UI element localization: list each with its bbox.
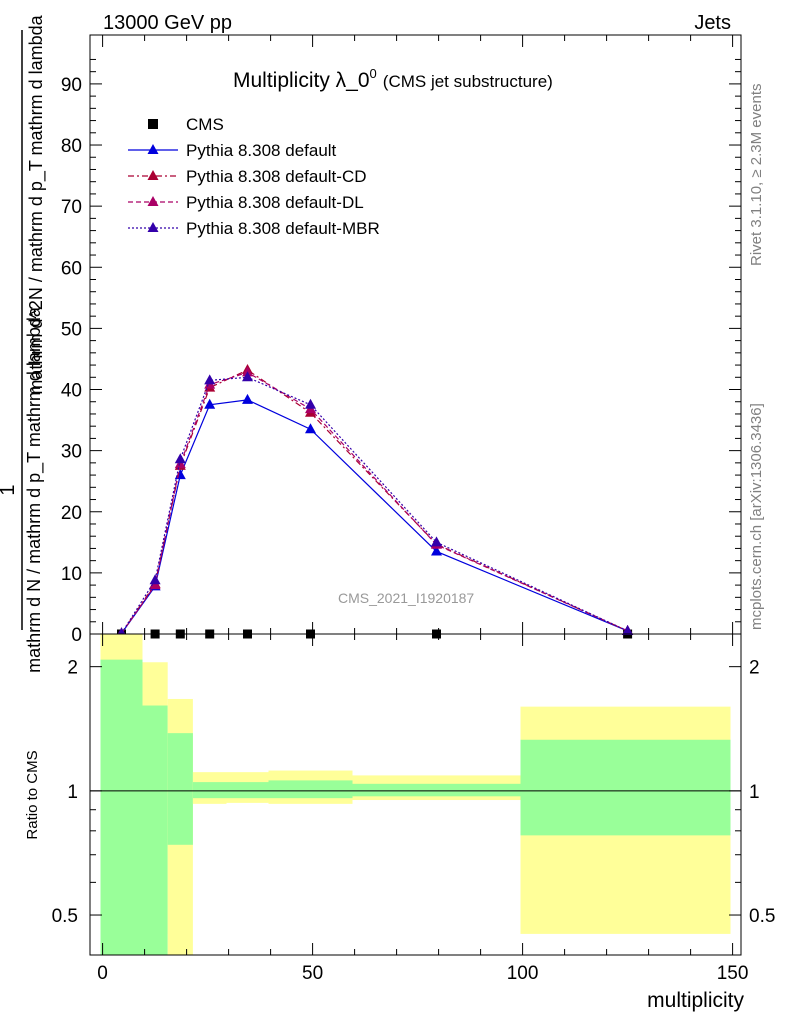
y-label-inner-numerator: mathrm d^2N / mathrm d p_T mathrm d lamb… <box>26 14 47 394</box>
legend-label: Pythia 8.308 default-CD <box>186 167 367 186</box>
ratio-band-inner <box>142 705 168 955</box>
legend-label: Pythia 8.308 default-DL <box>186 193 364 212</box>
ratio-band-inner <box>192 782 227 799</box>
rivet-version-label: Rivet 3.1.10, ≥ 2.3M events <box>748 84 765 267</box>
process-label: Jets <box>694 12 731 34</box>
x-tick-label: 100 <box>507 963 539 984</box>
legend-item-default-dl: Pythia 8.308 default-DL <box>128 193 364 212</box>
legend-label: Pythia 8.308 default-MBR <box>186 219 380 238</box>
default-data-point <box>174 469 186 480</box>
main-y-tick-labels: 0 10 20 30 40 50 60 70 80 90 <box>61 75 82 646</box>
legend-item-default-mbr: Pythia 8.308 default-MBR <box>128 219 380 238</box>
ratio-band-inner <box>520 739 731 836</box>
ratio-y-tick-label-left: 0.5 <box>52 906 78 927</box>
ratio-frame <box>89 633 742 956</box>
analysis-watermark: CMS_2021_I1920187 <box>338 590 474 606</box>
legend-marker <box>148 119 158 129</box>
chart-subtitle: (CMS jet substructure) <box>383 72 553 91</box>
ratio-axis-ticks <box>90 634 741 955</box>
chart-title-sup: 0 <box>370 66 377 81</box>
ratio-band-inner <box>226 782 269 799</box>
legend-label: Pythia 8.308 default <box>186 141 337 160</box>
default-mbr-data-point <box>204 374 216 385</box>
ratio-band-inner <box>100 659 143 955</box>
main-y-tick-label: 70 <box>61 197 82 218</box>
x-tick-label: 150 <box>717 963 749 984</box>
default-mbr-data-point <box>174 453 186 464</box>
legend-item-default-cd: Pythia 8.308 default-CD <box>128 167 367 186</box>
main-y-tick-label: 90 <box>61 75 82 96</box>
chart-title-main: Multiplicity λ_0 <box>233 69 370 92</box>
ratio-y-tick-label-right: 1 <box>749 782 760 803</box>
ratio-y-label: Ratio to CMS <box>24 750 41 839</box>
legend-marker <box>147 222 159 232</box>
main-y-label: 1 mathrm d N / mathrm d p_T mathrm d lam… <box>0 14 47 673</box>
energy-label: 13000 GeV pp <box>103 12 232 34</box>
default-mbr-data-point <box>431 536 442 547</box>
ratio-band-inner <box>352 783 521 797</box>
default-mbr-data-point <box>305 398 316 409</box>
main-y-tick-label: 10 <box>61 564 82 585</box>
main-axis-ticks <box>90 35 741 635</box>
ratio-y-tick-label-left: 2 <box>67 658 78 679</box>
default-data-point <box>242 393 253 404</box>
legend-item-cms: CMS <box>148 115 224 134</box>
main-y-tick-label: 50 <box>61 319 82 340</box>
y-label-denominator: mathrm d N / mathrm d p_T mathrm d lambd… <box>24 306 45 673</box>
main-y-tick-label: 40 <box>61 381 82 402</box>
ratio-y-tick-label-right: 2 <box>749 658 760 679</box>
main-y-tick-label: 60 <box>61 258 82 279</box>
ratio-band-inner <box>167 733 193 845</box>
legend-marker <box>147 196 159 206</box>
legend-label: CMS <box>186 115 224 134</box>
legend-marker <box>147 144 159 154</box>
ratio-uncertainty-bands <box>100 634 731 955</box>
mcplots-label: mcplots.cern.ch [arXiv:1306.3436] <box>748 403 765 630</box>
main-y-tick-label: 0 <box>71 625 82 646</box>
default-data-point <box>204 398 216 409</box>
ratio-band-inner <box>268 780 353 799</box>
main-y-tick-label: 30 <box>61 442 82 463</box>
ratio-y-tick-label-left: 1 <box>67 782 78 803</box>
main-y-tick-label: 20 <box>61 503 82 524</box>
legend-item-default: Pythia 8.308 default <box>128 141 337 160</box>
legend-marker <box>147 170 159 180</box>
main-y-tick-label: 80 <box>61 136 82 157</box>
legend: CMS Pythia 8.308 default Pythia 8.308 defa… <box>128 115 380 238</box>
ratio-tick-labels: 0.5 0.5 1 1 2 2 0 50 100 150 <box>52 658 776 984</box>
default-mbr-data-point <box>622 624 634 635</box>
default-data-point <box>305 423 316 434</box>
x-tick-label: 50 <box>302 963 323 984</box>
ratio-panel: 0.5 0.5 1 1 2 2 0 50 100 150 Ratio to CMS multipl… <box>24 633 776 1012</box>
default-mbr-data-point <box>242 371 253 382</box>
default-data-point <box>431 545 442 556</box>
y-label-one: 1 <box>0 484 19 495</box>
default-mbr-data-point <box>149 574 161 585</box>
default-mbr-series-line <box>120 376 628 634</box>
x-tick-label: 0 <box>97 963 108 984</box>
ratio-y-tick-label-right: 0.5 <box>749 906 775 927</box>
chart-title: Multiplicity λ_00 (CMS jet substructure) <box>233 66 553 92</box>
x-axis-label: multiplicity <box>647 989 744 1012</box>
